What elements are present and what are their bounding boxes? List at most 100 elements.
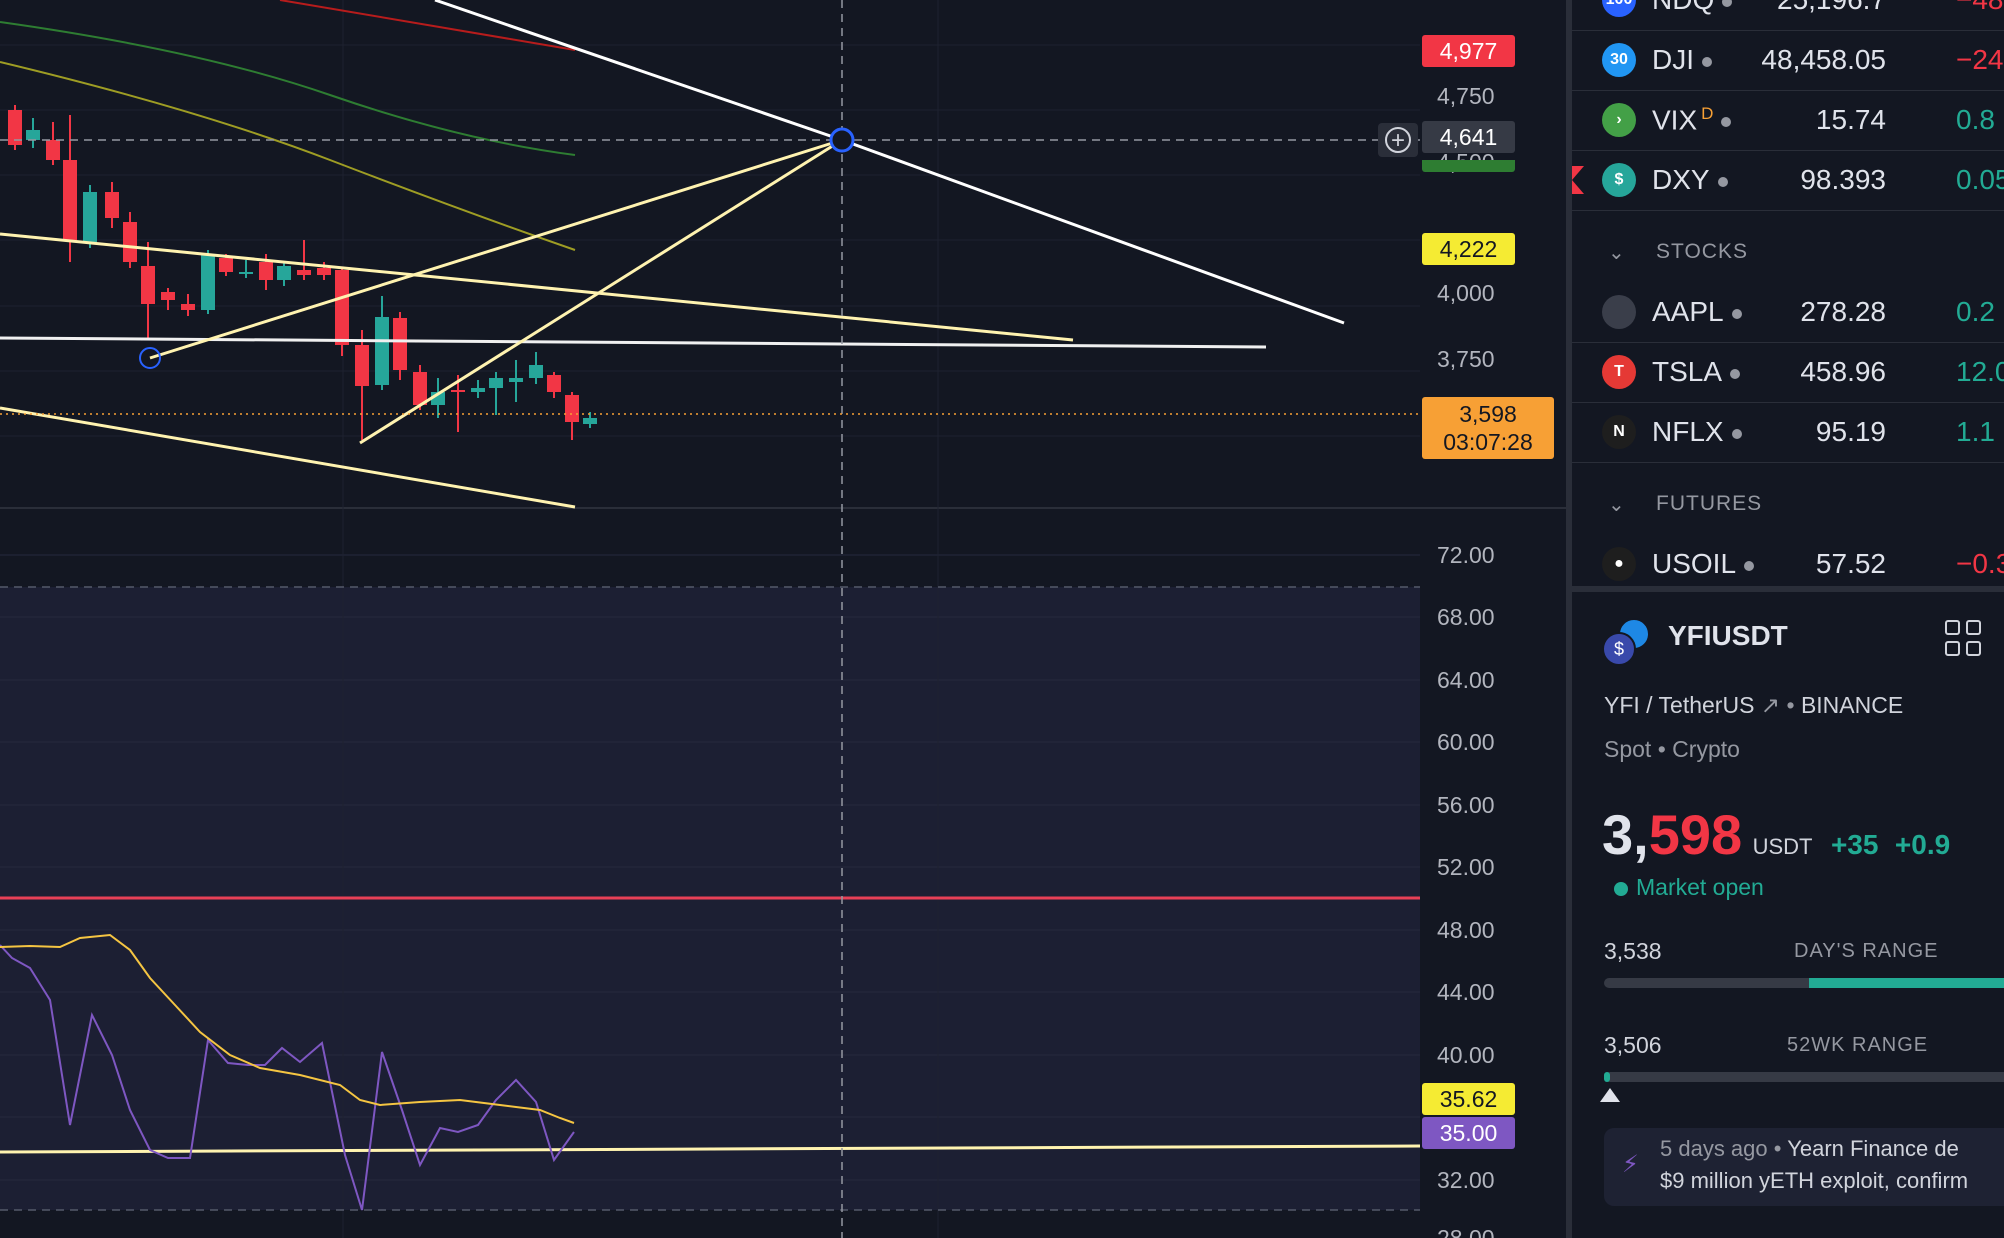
symbol-ticker: USOIL (1652, 548, 1737, 579)
add-alert-button[interactable]: + (1378, 123, 1418, 157)
symbol-ticker: NDQ (1652, 0, 1714, 15)
status-dot-icon (1730, 368, 1741, 379)
layout-grid-icon[interactable] (1945, 620, 1981, 656)
price-change: 0.8 (1956, 104, 1995, 135)
candle-body (355, 345, 369, 386)
rsi-tick: 56.00 (1437, 792, 1495, 818)
rsi-tick: 44.00 (1437, 979, 1495, 1005)
price-change: 0.2 (1956, 296, 1995, 327)
last-price-label: 3,598 03:07:28 (1422, 397, 1554, 459)
price-pane[interactable] (0, 0, 1566, 508)
symbol-ticker: VIX (1652, 104, 1698, 136)
external-link-icon[interactable]: ↗ (1760, 692, 1781, 718)
rsi-ma-label: 35.62 (1422, 1083, 1515, 1115)
watchlist-row[interactable]: N NFLX 95.19 1.1 (1572, 402, 2004, 463)
price-change: 12.0 (1956, 356, 2004, 387)
candle-body (509, 378, 523, 382)
candle-body (547, 375, 561, 392)
lightning-icon: ⚡ (1622, 1151, 1639, 1178)
rsi-tick: 40.00 (1437, 1042, 1495, 1068)
price-change-pct: +0.9 (1894, 829, 1951, 860)
yfi-logo: $ (1602, 618, 1650, 666)
symbol-name[interactable]: YFIUSDT (1668, 620, 1788, 651)
last-price: 48,458.05 (1761, 44, 1886, 75)
watchlist-row[interactable]: AAPL 278.28 0.2 (1572, 282, 2004, 343)
rsi-tick: 64.00 (1437, 667, 1495, 693)
rsi-line (0, 944, 575, 1211)
trendline (841, 138, 1345, 325)
symbol-ticker: DJI (1652, 44, 1694, 75)
candle-body (105, 192, 119, 218)
market-status-text: Market open (1636, 874, 1764, 900)
last-price: 25,196.7 (1777, 0, 1886, 16)
symbol-description-row: YFI / TetherUS ↗ • BINANCE (1604, 692, 1903, 719)
rsi-value-label: 35.00 (1422, 1117, 1515, 1149)
crosshair (0, 0, 1420, 1238)
candle-body (219, 258, 233, 272)
ma-green (0, 21, 576, 156)
panel-divider[interactable] (1566, 0, 1572, 1238)
candle-body (141, 266, 155, 304)
watchlist-row[interactable]: 100 NDQ 25,196.7 −489.9 (1572, 0, 2004, 31)
price-tick: 3,750 (1437, 346, 1495, 372)
status-dot-icon (1702, 56, 1712, 67)
candle-body (489, 378, 503, 388)
watchlist-row[interactable]: $ DXY 98.393 0.05 (1572, 150, 2004, 211)
watchlist-row[interactable]: T TSLA 458.96 12.0 (1572, 342, 2004, 403)
status-dot-icon (1744, 560, 1755, 571)
status-dot-icon (1731, 308, 1742, 319)
stocks-section-header[interactable]: ⌄ STOCKS (1572, 222, 2004, 282)
status-dot-icon (1731, 428, 1742, 439)
moving-averages (0, 0, 576, 251)
last-price-value: 3,598 (1459, 401, 1517, 427)
news-card[interactable]: ⚡ 5 days ago • Yearn Finance de $9 milli… (1604, 1128, 2004, 1206)
symbol-logo-icon: N (1602, 415, 1636, 449)
candle-body (583, 418, 597, 424)
price-tick: 4,750 (1437, 83, 1495, 109)
watchlist-row[interactable]: 30 DJI 48,458.05 −245.9 (1572, 30, 2004, 91)
chart-canvas[interactable] (0, 0, 1566, 1238)
candle-body (46, 140, 60, 160)
watchlist-row[interactable]: › VIX D 15.74 0.8 (1572, 90, 2004, 151)
symbol-name: AAPL (1652, 296, 1742, 328)
plus-circle-icon: + (1385, 127, 1411, 153)
last-price: 278.28 (1800, 296, 1886, 327)
anchor-handle (139, 347, 161, 369)
trendline-drawings[interactable] (0, 0, 1345, 509)
price-change: +35 (1830, 829, 1879, 860)
symbol-description[interactable]: YFI / TetherUS (1604, 692, 1755, 718)
status-dot-icon (1722, 0, 1733, 7)
symbol-logo-icon: $ (1602, 163, 1636, 197)
day-low: 3,538 (1604, 938, 1662, 964)
trendline (0, 406, 576, 509)
trendline (359, 138, 843, 445)
symbol-logo-icon: 100 (1602, 0, 1636, 17)
candle-body (277, 266, 291, 280)
trendline (149, 138, 843, 360)
flag-icon[interactable] (1572, 166, 1584, 194)
symbol-logo-icon: › (1602, 103, 1636, 137)
price-tail: 598 (1648, 803, 1743, 866)
symbol-type-row: Spot • Crypto (1604, 736, 1740, 762)
candle-body (123, 222, 137, 262)
last-price: 15.74 (1815, 104, 1886, 135)
crosshair-center (829, 127, 855, 153)
candle-body (259, 262, 273, 280)
symbol-type: Spot (1604, 736, 1652, 762)
symbol-logo-icon: 30 (1602, 43, 1636, 77)
ma-olive (0, 61, 576, 251)
price-tick: 4,000 (1437, 280, 1495, 306)
price-currency: USDT (1752, 834, 1813, 859)
rsi-indicator (0, 933, 1421, 1211)
futures-section-header[interactable]: ⌄ FUTURES (1572, 474, 2004, 534)
rsi-tick: 60.00 (1437, 729, 1495, 755)
delayed-badge: D (1701, 103, 1714, 123)
candle-body (529, 365, 543, 378)
symbol-logo-icon: ● (1602, 547, 1636, 581)
last-price: 458.96 (1800, 356, 1886, 387)
price-change: 1.1 (1956, 416, 1995, 447)
chevron-down-icon: ⌄ (1608, 241, 1625, 264)
day-range-fill (1809, 978, 2004, 988)
rsi-tick: 52.00 (1437, 854, 1495, 880)
